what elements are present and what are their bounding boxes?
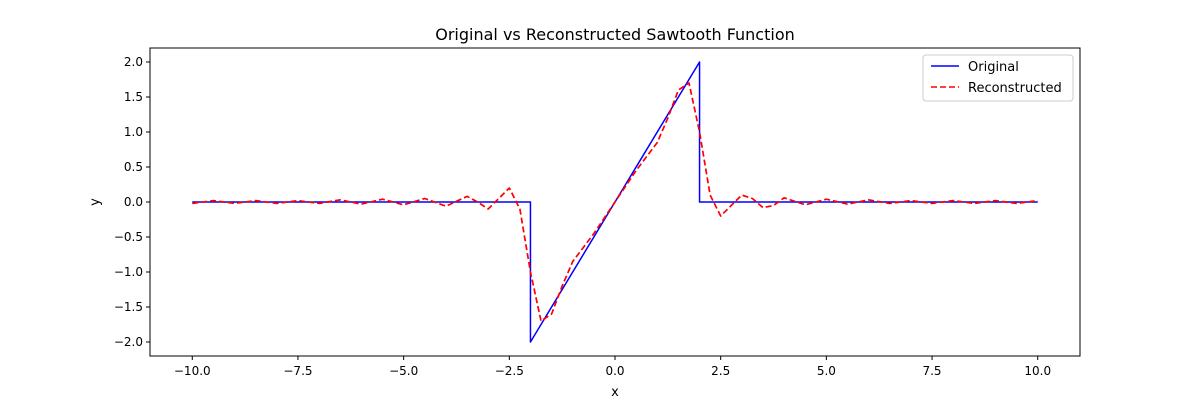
series-layer — [192, 61, 1038, 343]
y-tick-label: −1.0 — [114, 265, 143, 279]
chart-title: Original vs Reconstructed Sawtooth Funct… — [435, 25, 795, 44]
series-line-reconstructed — [192, 82, 1038, 322]
y-tick-label: 0.5 — [124, 160, 143, 174]
y-tick-label: 1.0 — [124, 125, 143, 139]
x-tick-label: 10.0 — [1024, 364, 1051, 378]
x-axis: −10.0 −7.5 −5.0 −2.5 0.0 2.5 5.0 7.5 10.0 — [174, 356, 1051, 378]
y-tick-label: −1.5 — [114, 300, 143, 314]
x-tick-label: 2.5 — [711, 364, 730, 378]
legend-box — [922, 54, 1074, 102]
x-tick-label: −5.0 — [389, 364, 418, 378]
y-tick-label: −0.5 — [114, 230, 143, 244]
legend-label-original: Original — [968, 60, 1019, 75]
y-tick-label: −2.0 — [114, 335, 143, 349]
x-tick-label: −10.0 — [174, 364, 211, 378]
y-axis-label: y — [88, 198, 103, 206]
legend-label-reconstructed: Reconstructed — [968, 81, 1062, 96]
y-axis: −2.0 −1.5 −1.0 −0.5 0.0 0.5 1.0 1.5 2.0 — [114, 55, 150, 349]
x-tick-label: 5.0 — [817, 364, 836, 378]
x-tick-label: 7.5 — [922, 364, 941, 378]
x-axis-label: x — [611, 385, 619, 400]
x-tick-label: −7.5 — [283, 364, 312, 378]
y-tick-label: 1.5 — [124, 90, 143, 104]
y-tick-label: 0.0 — [124, 195, 143, 209]
x-tick-label: 0.0 — [605, 364, 624, 378]
y-tick-label: 2.0 — [124, 55, 143, 69]
legend: Original Reconstructed — [922, 54, 1074, 102]
x-tick-label: −2.5 — [495, 364, 524, 378]
